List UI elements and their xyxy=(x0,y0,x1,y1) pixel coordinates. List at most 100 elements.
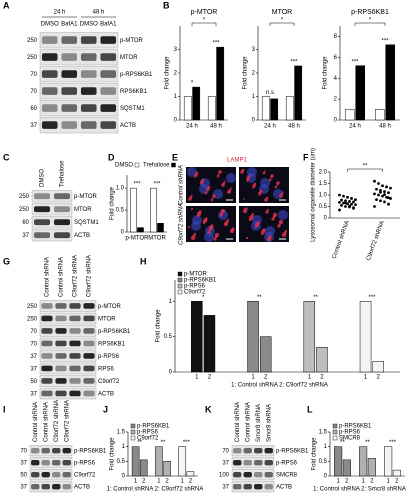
lysosome xyxy=(204,191,208,195)
blot-band xyxy=(52,460,61,466)
x-tick-label: 48 h xyxy=(288,124,300,130)
point xyxy=(354,198,357,202)
panel-letter: K xyxy=(205,404,212,414)
marker-label: 70 xyxy=(30,341,37,347)
significance: ** xyxy=(365,440,370,446)
nucleus xyxy=(191,221,201,231)
lysosome xyxy=(210,198,214,202)
nucleus xyxy=(226,173,236,183)
blot-band xyxy=(69,365,81,372)
y-axis-label: Lysosomal organelle diameter (um) xyxy=(311,148,317,242)
blot-band xyxy=(31,484,40,490)
bar xyxy=(130,187,137,233)
bar xyxy=(374,109,385,121)
y-axis-label: Fold change xyxy=(110,437,116,471)
marker-label: 37 xyxy=(222,461,229,467)
y-tick-label: 0 xyxy=(324,216,328,222)
bar xyxy=(303,300,316,373)
legend-swatch xyxy=(171,162,176,168)
marker-label: 250 xyxy=(27,55,38,61)
lysosome xyxy=(212,194,216,198)
blot-band xyxy=(61,121,78,129)
blot-band xyxy=(55,303,67,309)
caption: 1: Control shRNA 2: C9orf72 shRNA xyxy=(231,383,328,389)
legend-label: C9orf72 xyxy=(137,436,159,442)
legend-swatch xyxy=(134,162,140,168)
legend-label: p-RPS6 xyxy=(339,430,361,436)
x-tick-label: 24 h xyxy=(349,124,361,130)
lysosome xyxy=(225,220,229,224)
lysosome xyxy=(251,212,255,216)
y-tick-label: 1.0 xyxy=(319,193,328,199)
blot-band xyxy=(83,315,95,322)
significance: *** xyxy=(212,41,220,47)
y-tick-label: 0.5 xyxy=(319,204,328,210)
blot-band xyxy=(55,315,67,322)
marker-label: 250 xyxy=(19,194,30,200)
y-tick-label: 2 xyxy=(252,71,256,77)
blot-band xyxy=(41,36,58,44)
legend-swatch xyxy=(177,289,183,295)
lysosome xyxy=(198,210,202,214)
lane-label: Smcr8 shRNA xyxy=(256,404,262,442)
legend-label: p-RPS6 xyxy=(184,284,206,290)
marker-label: 250 xyxy=(27,304,38,310)
bar xyxy=(186,471,195,477)
point xyxy=(377,193,380,197)
marker-label: 60 xyxy=(30,106,37,112)
y-tick-label: 0.5 xyxy=(117,459,126,465)
marker-label: 50 xyxy=(20,473,27,479)
blot-band xyxy=(80,53,97,61)
lysosome xyxy=(256,221,260,225)
bar xyxy=(334,446,343,477)
blot-band xyxy=(69,328,81,334)
blot-band xyxy=(55,340,67,347)
lysosome xyxy=(226,218,230,222)
point xyxy=(387,196,390,200)
blot-band xyxy=(83,353,95,359)
lysosome xyxy=(207,230,211,234)
protein-label: SQSTM1 xyxy=(120,106,145,112)
lysosome xyxy=(210,224,214,228)
marker-label: 250 xyxy=(27,38,38,44)
y-axis-label: Fold change xyxy=(156,309,162,343)
blot-band xyxy=(34,219,50,226)
legend-swatch xyxy=(332,429,338,435)
blot-band xyxy=(41,303,53,309)
protein-label: p-MTOR xyxy=(98,304,122,310)
blot-band xyxy=(34,206,50,213)
blot-band xyxy=(62,484,71,490)
point xyxy=(373,179,376,183)
x-tick-label: 48 h xyxy=(379,124,391,130)
significance: * xyxy=(203,18,206,24)
point xyxy=(352,200,355,204)
caption: 1: Control shRNA 2: C9orf72 shRNA xyxy=(107,487,204,493)
blot-band xyxy=(34,232,50,239)
significance: * xyxy=(202,295,205,301)
blot-band xyxy=(52,484,61,490)
blot-band xyxy=(54,206,70,213)
significance: *** xyxy=(133,182,141,188)
lysosome xyxy=(245,236,249,240)
point xyxy=(383,200,386,204)
blot-band xyxy=(54,219,70,226)
blot-strip xyxy=(39,300,97,312)
legend-label: p-RPS6KB1 xyxy=(184,278,217,284)
x-tick-label: 1 xyxy=(308,375,312,381)
blot-band xyxy=(69,303,81,309)
blot-band xyxy=(233,448,242,454)
blot-band xyxy=(83,365,95,372)
x-tick-label: 1 xyxy=(157,479,161,485)
blot-band xyxy=(83,378,95,384)
y-tick-label: 1 xyxy=(252,94,256,100)
blot-band xyxy=(41,378,53,384)
point xyxy=(342,194,345,198)
blot-band xyxy=(80,104,97,112)
chart-title: MTOR xyxy=(272,9,292,16)
bar xyxy=(359,300,372,373)
lysosome xyxy=(243,198,245,200)
bar xyxy=(155,446,163,477)
blot-band xyxy=(41,328,53,334)
blot-band xyxy=(100,87,117,95)
